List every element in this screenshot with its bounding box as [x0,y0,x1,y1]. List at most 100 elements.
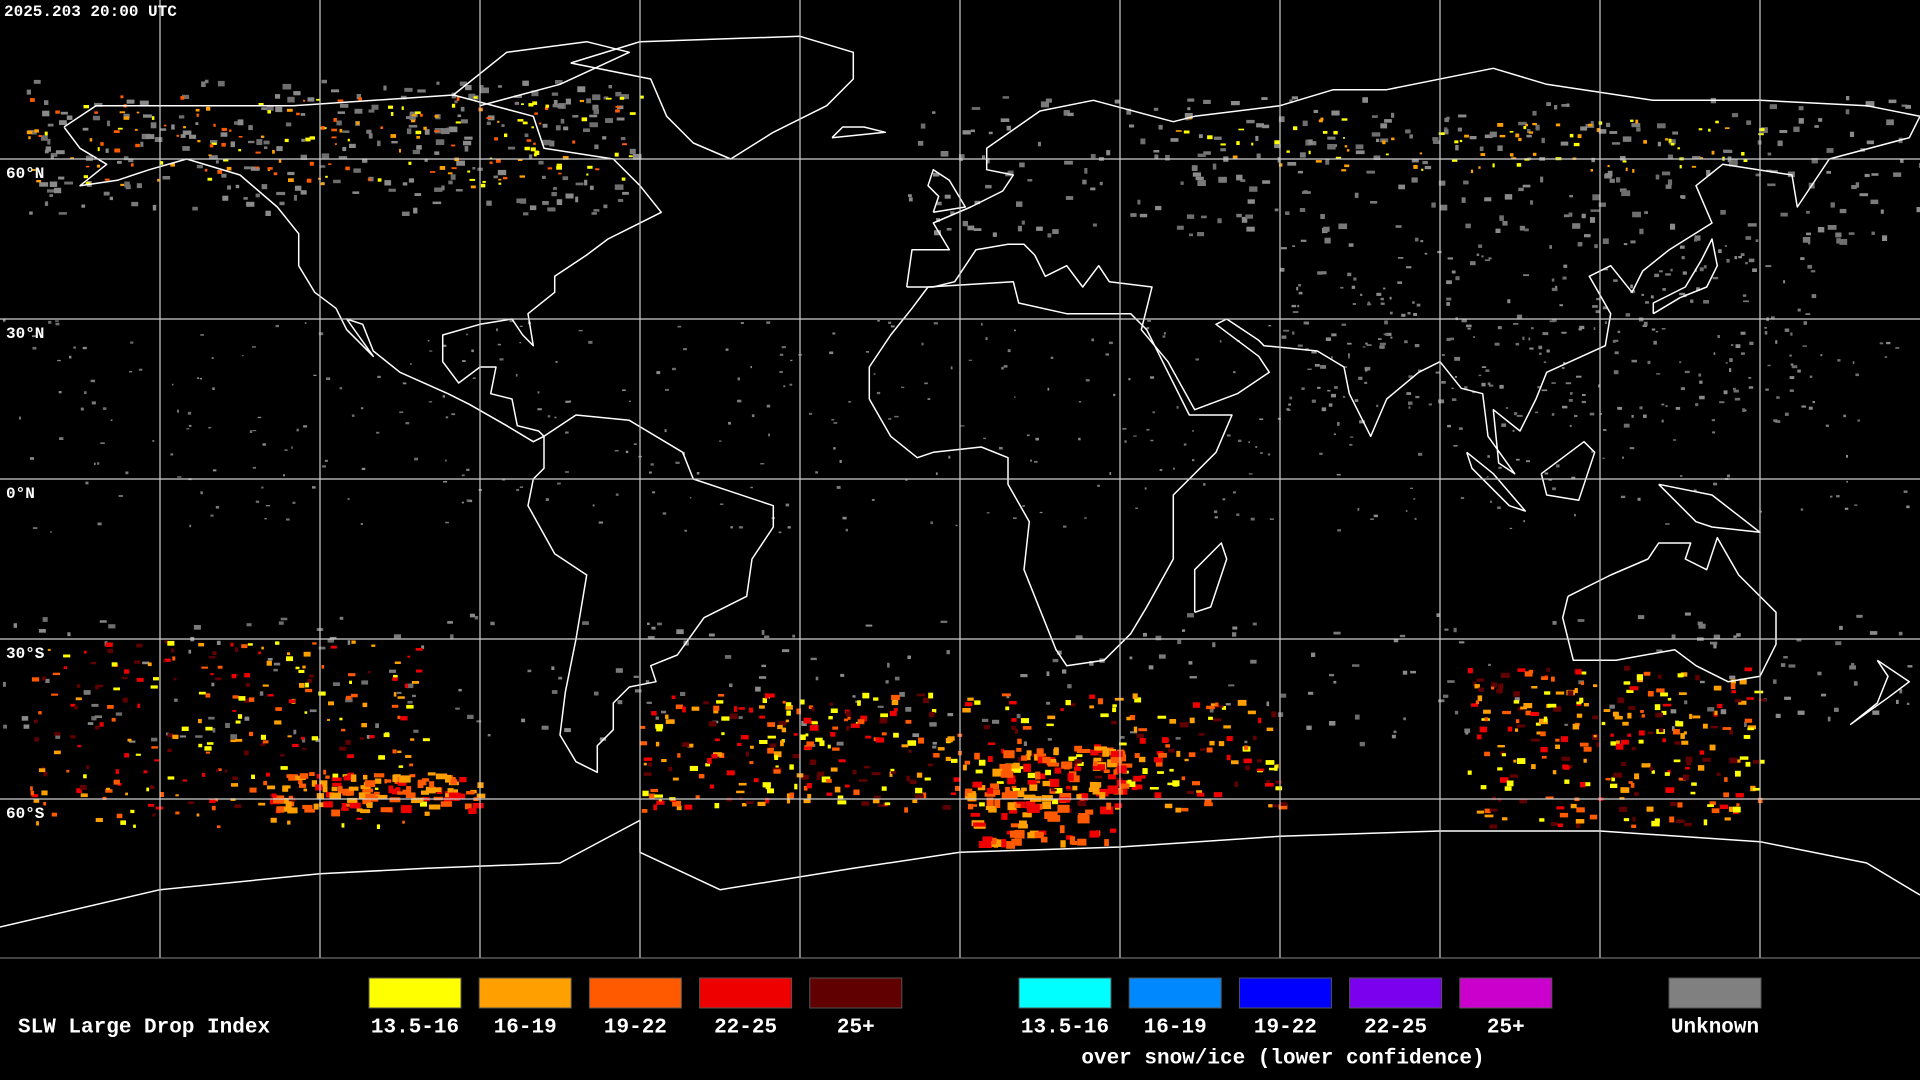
cloud-pixel [1731,113,1739,118]
cloud-pixel [759,705,765,709]
cloud-pixel [200,491,203,495]
cloud-pixel [1672,131,1679,135]
cloud-pixel [778,531,782,534]
cloud-pixel [1696,287,1700,291]
cloud-pixel [398,775,411,783]
cloud-pixel [1569,194,1573,198]
cloud-pixel [307,97,315,102]
cloud-pixel [1134,784,1143,790]
cloud-pixel [1164,803,1173,809]
cloud-pixel [1159,469,1163,471]
cloud-pixel [311,736,318,741]
cloud-pixel [555,125,561,131]
cloud-pixel [629,400,631,402]
cloud-pixel [331,136,337,139]
cloud-pixel [364,780,376,788]
cloud-pixel [1042,753,1047,757]
cloud-pixel [1632,211,1641,218]
cloud-pixel [1464,134,1469,138]
cloud-pixel [1293,126,1298,131]
cloud-pixel [212,728,216,733]
cloud-pixel [1484,134,1493,139]
cloud-pixel [1539,352,1542,355]
cloud-pixel [347,138,350,142]
cloud-pixel [1256,759,1262,763]
cloud-pixel [205,693,211,698]
cloud-pixel [1060,708,1064,712]
cloud-pixel [323,769,327,775]
cloud-pixel [695,795,700,799]
cloud-pixel [421,790,429,795]
cloud-pixel [1348,243,1354,247]
cloud-pixel [1384,320,1388,325]
cloud-pixel [1517,668,1526,672]
cloud-pixel [419,113,423,117]
cloud-pixel [1206,747,1213,753]
cloud-pixel [1789,376,1795,379]
cloud-pixel [44,100,49,105]
cloud-pixel [299,683,305,688]
cloud-pixel [255,500,260,503]
cloud-pixel [286,656,293,662]
cloud-pixel [1030,459,1032,462]
cloud-pixel [1523,274,1530,277]
cloud-pixel [717,694,725,697]
cloud-pixel [696,472,700,475]
cloud-pixel [1741,152,1745,156]
cloud-pixel [713,710,719,714]
cloud-pixel [643,757,653,761]
cloud-pixel [1113,393,1116,397]
cloud-pixel [765,797,770,804]
cloud-pixel [1158,124,1163,130]
cloud-pixel [262,443,266,446]
cloud-pixel [777,724,783,730]
cloud-pixel [1745,236,1752,240]
cloud-pixel [242,355,244,357]
legend-swatch [1668,977,1762,1009]
cloud-pixel [1572,723,1580,730]
cloud-pixel [924,382,928,385]
cloud-pixel [1090,749,1099,756]
cloud-pixel [1023,763,1031,772]
cloud-pixel [539,122,542,125]
cloud-pixel [1677,673,1684,678]
cloud-pixel [121,676,128,680]
legend-swatch [699,977,793,1009]
cloud-pixel [1698,128,1703,131]
cloud-pixel [1444,628,1449,631]
cloud-pixel [524,146,530,151]
cloud-pixel [948,455,951,459]
cloud-pixel [1451,270,1456,274]
cloud-pixel [1551,413,1555,416]
cloud-pixel [1601,721,1606,726]
cloud-pixel [133,824,136,828]
cloud-pixel [998,446,1003,450]
cloud-pixel [719,440,722,442]
cloud-pixel [424,129,430,135]
cloud-pixel [1114,697,1124,701]
cloud-pixel [1625,167,1628,172]
cloud-pixel [1134,697,1142,703]
cloud-pixel [1826,170,1831,174]
cloud-pixel [1331,393,1336,398]
cloud-pixel [117,127,123,130]
cloud-pixel [730,526,733,529]
cloud-pixel [1181,807,1189,812]
cloud-pixel [962,220,968,227]
cloud-pixel [1665,184,1672,189]
cloud-pixel [291,446,293,449]
cloud-pixel [617,198,624,202]
cloud-pixel [581,117,588,122]
cloud-pixel [1046,701,1051,705]
cloud-pixel [1188,752,1196,757]
cloud-pixel [309,161,314,166]
cloud-pixel [405,683,409,689]
cloud-pixel [832,726,839,730]
cloud-pixel [1018,823,1028,829]
cloud-pixel [151,746,158,749]
cloud-pixel [1631,123,1641,128]
cloud-pixel [1478,687,1484,692]
cloud-pixel [1744,718,1753,723]
cloud-pixel [1301,191,1311,194]
cloud-pixel [1564,723,1568,726]
